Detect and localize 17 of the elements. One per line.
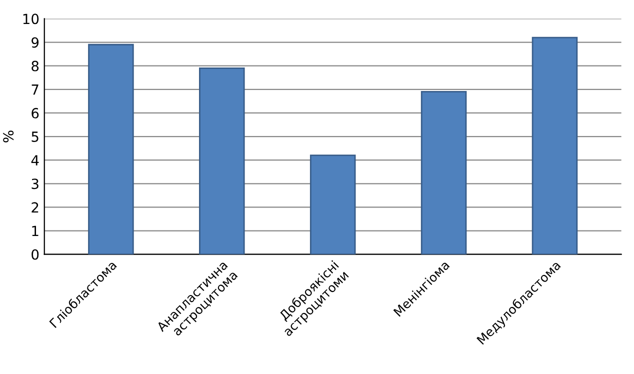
y-tick-label: 4 — [31, 155, 39, 166]
bar — [88, 44, 134, 254]
y-tick-label: 5 — [32, 132, 38, 142]
y-tick-label: 2 — [32, 202, 38, 212]
y-tick-label: 1 — [32, 226, 38, 236]
y-axis-title: % — [3, 130, 14, 142]
y-tick-label: 9 — [32, 37, 39, 48]
y-tick-label: 3 — [32, 178, 38, 190]
y-tick-label: 0 — [32, 249, 39, 260]
y-tick-label: 6 — [32, 108, 39, 118]
y-tick-label: 10 — [23, 14, 39, 24]
bar — [310, 154, 356, 254]
bar — [420, 91, 467, 254]
bar — [199, 67, 245, 254]
y-tick-label: 7 — [32, 84, 38, 95]
y-tick-label: 8 — [32, 60, 39, 72]
bar — [532, 36, 578, 254]
